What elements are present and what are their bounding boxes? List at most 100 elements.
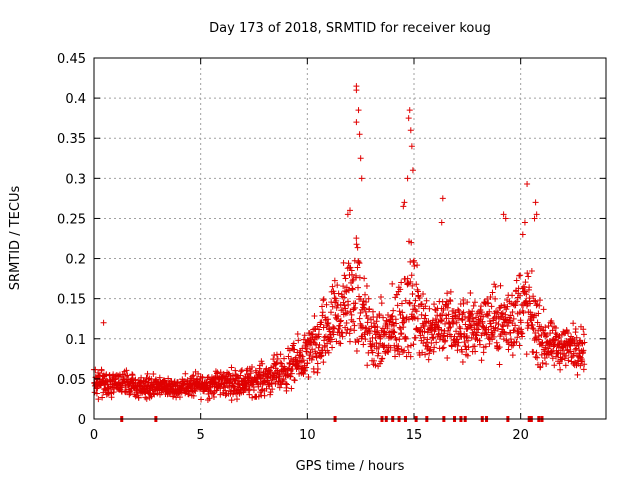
data-point <box>414 315 421 322</box>
data-point <box>292 354 299 361</box>
data-point <box>245 387 252 394</box>
data-point <box>466 316 473 323</box>
data-point <box>135 394 142 401</box>
data-point <box>439 345 446 352</box>
data-point <box>358 322 365 329</box>
data-point <box>143 395 150 402</box>
data-point <box>325 320 332 327</box>
x-tick-label: 20 <box>512 428 529 443</box>
data-point <box>100 319 107 326</box>
data-point <box>352 300 359 307</box>
data-point <box>396 351 403 358</box>
data-point <box>485 312 492 319</box>
data-point <box>487 294 494 301</box>
data-point <box>384 348 391 355</box>
data-point <box>344 326 351 333</box>
data-point <box>345 287 352 294</box>
x-axis-label: GPS time / hours <box>296 459 405 474</box>
data-point <box>410 341 417 348</box>
data-point <box>403 335 410 342</box>
data-point <box>402 334 409 341</box>
data-point <box>483 311 490 318</box>
data-point <box>208 389 215 396</box>
data-point <box>300 357 307 364</box>
y-tick-label: 0.1 <box>65 333 86 348</box>
data-point <box>346 330 353 337</box>
data-point <box>528 268 535 275</box>
data-point <box>536 302 543 309</box>
data-point <box>341 302 348 309</box>
data-point <box>268 380 275 387</box>
data-point <box>396 336 403 343</box>
data-point <box>436 330 443 337</box>
data-point <box>394 291 401 298</box>
data-point <box>350 318 357 325</box>
data-point <box>414 262 421 269</box>
data-point <box>387 344 394 351</box>
data-point <box>132 376 139 383</box>
data-point <box>259 360 266 367</box>
data-point <box>529 325 536 332</box>
data-point <box>340 283 347 290</box>
data-point <box>517 272 524 279</box>
data-point <box>522 279 529 286</box>
data-point <box>537 363 544 370</box>
data-point <box>568 354 575 361</box>
data-point <box>407 353 414 360</box>
data-point <box>348 271 355 278</box>
data-point <box>347 308 354 315</box>
data-point <box>236 381 243 388</box>
data-point <box>421 322 428 329</box>
data-point <box>552 324 559 331</box>
data-point <box>337 318 344 325</box>
data-point <box>320 297 327 304</box>
data-point <box>455 315 462 322</box>
data-point <box>380 314 387 321</box>
data-point <box>192 388 199 395</box>
data-point <box>552 330 559 337</box>
data-point <box>549 327 556 334</box>
data-point <box>310 368 317 375</box>
data-point <box>325 349 332 356</box>
data-point <box>404 275 411 282</box>
data-point <box>304 360 311 367</box>
data-point <box>95 396 102 403</box>
data-point <box>249 394 256 401</box>
data-point <box>411 257 418 264</box>
data-point <box>411 262 418 269</box>
data-point <box>320 324 327 331</box>
data-point <box>514 334 521 341</box>
data-point <box>375 350 382 357</box>
data-point <box>461 339 468 346</box>
data-point <box>459 348 466 355</box>
data-point <box>422 303 429 310</box>
data-point <box>519 231 526 238</box>
data-point <box>374 323 381 330</box>
data-point <box>389 280 396 287</box>
data-point <box>457 325 464 332</box>
data-point <box>356 260 363 267</box>
data-point <box>407 127 414 134</box>
data-point <box>450 320 457 327</box>
data-point <box>478 309 485 316</box>
data-point <box>394 302 401 309</box>
data-point <box>454 343 461 350</box>
data-point <box>444 290 451 297</box>
data-point <box>524 319 531 326</box>
data-point <box>346 338 353 345</box>
data-point <box>401 347 408 354</box>
data-point <box>302 367 309 374</box>
data-point <box>523 351 530 358</box>
data-point <box>422 351 429 358</box>
data-point <box>406 107 413 114</box>
data-point <box>524 270 531 277</box>
data-point <box>430 348 437 355</box>
data-point <box>456 311 463 318</box>
data-point <box>534 354 541 361</box>
data-point <box>253 378 260 385</box>
data-point <box>287 360 294 367</box>
data-point <box>232 383 239 390</box>
data-point <box>580 326 587 333</box>
y-tick-label: 0.2 <box>65 253 86 268</box>
data-point <box>429 325 436 332</box>
